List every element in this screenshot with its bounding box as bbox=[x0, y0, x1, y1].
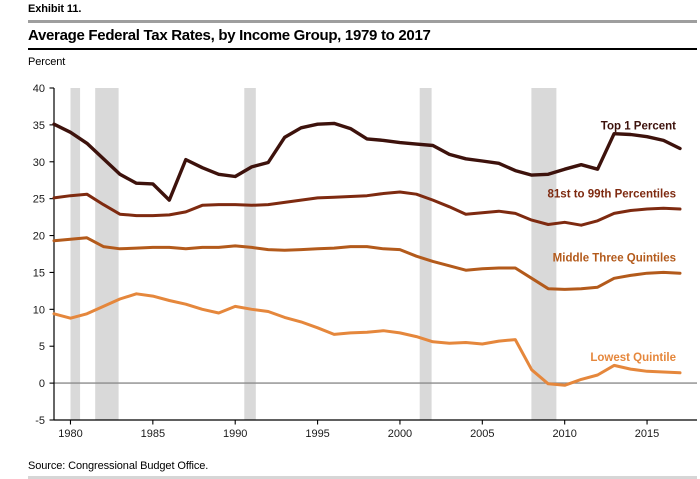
series-label-middle-three-quintiles: Middle Three Quintiles bbox=[553, 252, 676, 264]
series-label-top-1-percent: Top 1 Percent bbox=[601, 120, 676, 132]
page-title: Average Federal Tax Rates, by Income Gro… bbox=[28, 27, 431, 44]
series-label-lowest-quintile: Lowest Quintile bbox=[590, 352, 676, 364]
series-line-top-1-percent bbox=[52, 121, 682, 202]
series-line-81st-to-99th-percentiles bbox=[52, 190, 682, 227]
x-axis-tick-label: 2000 bbox=[388, 428, 412, 440]
recession-band bbox=[419, 88, 432, 420]
recession-band bbox=[531, 88, 557, 420]
x-axis-tick-label: 1995 bbox=[305, 428, 329, 440]
y-axis-tick-label: -5 bbox=[35, 415, 45, 427]
y-axis-tick-label: 30 bbox=[33, 157, 45, 169]
header-rule-gray bbox=[28, 20, 697, 23]
series-line-lowest-quintile bbox=[52, 292, 682, 387]
bottom-page-rule bbox=[28, 476, 697, 479]
y-axis-unit-label: Percent bbox=[28, 56, 66, 68]
x-axis-tick-label: 2010 bbox=[552, 428, 576, 440]
y-axis-tick-label: 5 bbox=[39, 341, 45, 353]
recession-band bbox=[244, 88, 256, 420]
series-label-81st-to-99th-percentiles: 81st to 99th Percentiles bbox=[548, 188, 676, 200]
x-axis-tick-label: 2015 bbox=[635, 428, 659, 440]
header-rule-black bbox=[28, 48, 697, 50]
y-axis-tick-label: 10 bbox=[33, 304, 45, 316]
exhibit-label: Exhibit 11. bbox=[28, 3, 82, 15]
source-note: Source: Congressional Budget Office. bbox=[28, 460, 209, 472]
x-axis-tick-label: 1990 bbox=[223, 428, 247, 440]
x-axis-tick-label: 2005 bbox=[470, 428, 494, 440]
recession-band bbox=[95, 88, 119, 420]
y-axis-tick-label: 20 bbox=[33, 231, 45, 243]
y-axis-tick-label: 0 bbox=[39, 378, 45, 390]
y-axis-tick-label: 40 bbox=[33, 83, 45, 95]
recession-band bbox=[70, 88, 81, 420]
y-axis-tick-label: 35 bbox=[33, 120, 45, 132]
x-axis-tick-label: 1980 bbox=[58, 428, 82, 440]
series-line-middle-three-quintiles bbox=[52, 236, 682, 291]
y-axis-tick-label: 25 bbox=[33, 194, 45, 206]
y-axis-tick-label: 15 bbox=[33, 267, 45, 279]
x-axis-tick-label: 1985 bbox=[141, 428, 165, 440]
